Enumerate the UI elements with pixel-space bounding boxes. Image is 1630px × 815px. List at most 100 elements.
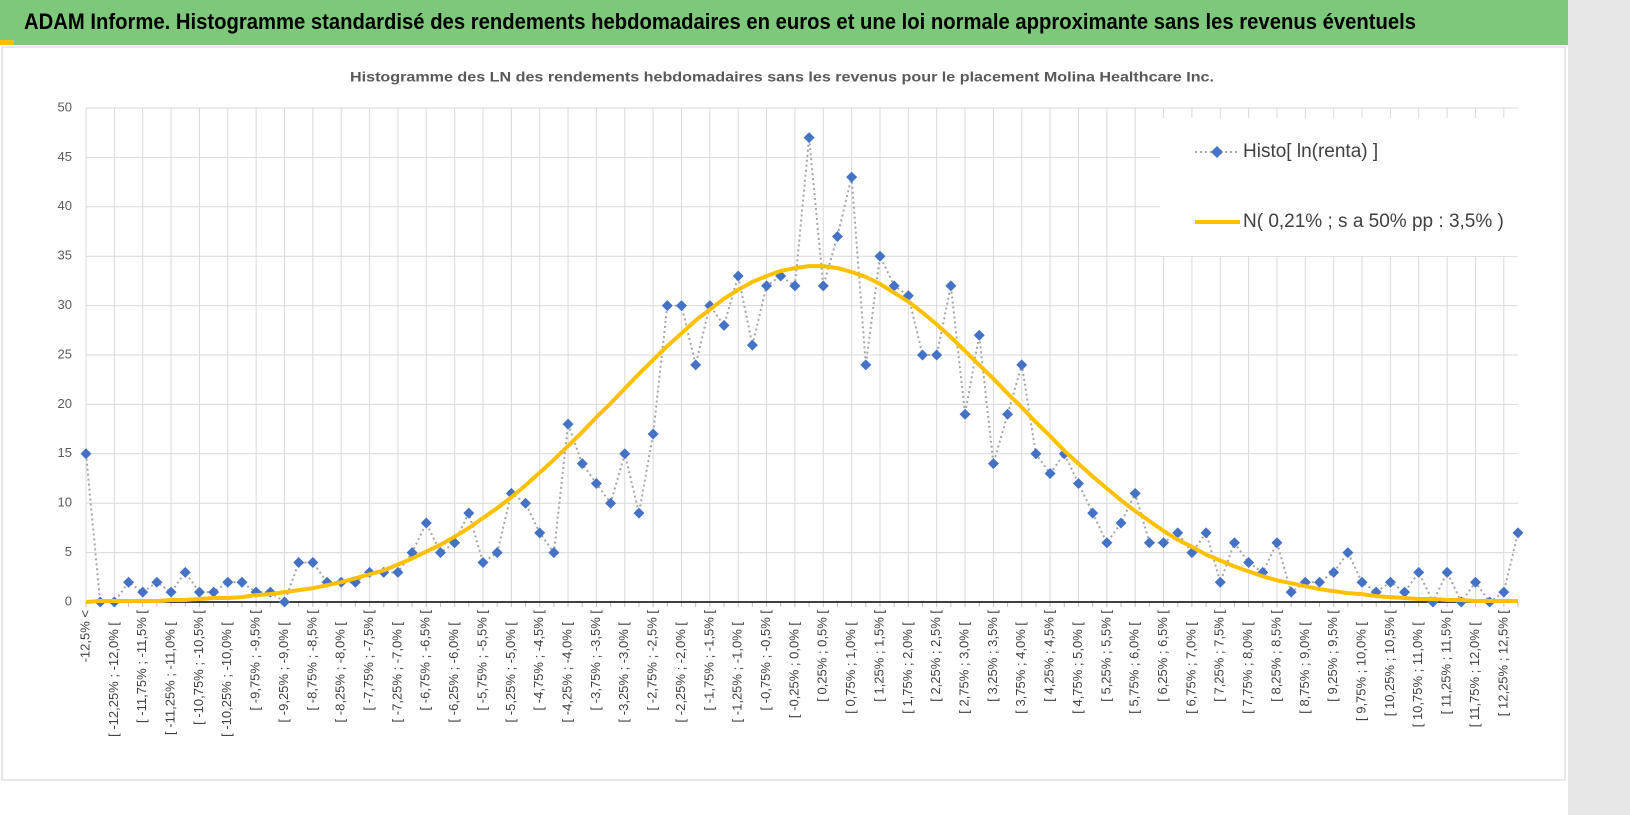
x-tick-label: [ 0,75% ; 1,0% [ [843, 622, 858, 714]
chart-frame [1, 46, 1566, 781]
marker [874, 250, 886, 262]
x-tick-label: [ 1,75% ; 2,0% [ [900, 622, 915, 714]
marker [803, 132, 815, 144]
marker [973, 329, 985, 341]
marker [789, 280, 801, 292]
x-tick-label: [ -5,25% ; -5,0% [ [503, 622, 518, 723]
x-tick-label: [ 5,25% ; 5,5% [ [1098, 610, 1113, 702]
marker [1072, 477, 1084, 489]
marker [1016, 359, 1028, 371]
marker [236, 576, 248, 588]
marker [1384, 576, 1396, 588]
x-tick-label: [ 5,75% ; 6,0% [ [1127, 622, 1142, 714]
marker [1441, 566, 1453, 578]
x-tick-label: [ 7,75% ; 8,0% [ [1240, 622, 1255, 714]
y-tick-label: 10 [58, 495, 72, 510]
y-tick-label: 45 [58, 149, 72, 164]
x-tick-label: [ 6,25% ; 6,5% [ [1155, 610, 1170, 702]
y-tick-label: 50 [58, 99, 72, 114]
x-tick-label: [ 2,75% ; 3,0% [ [956, 622, 971, 714]
marker [80, 448, 92, 460]
legend-marker [1211, 146, 1223, 158]
y-tick-label: 0 [65, 593, 72, 608]
marker [1413, 566, 1425, 578]
x-tick-label: [ 3,25% ; 3,5% [ [985, 610, 1000, 702]
marker [590, 477, 602, 489]
marker [222, 576, 234, 588]
marker [208, 586, 220, 598]
marker [179, 566, 191, 578]
marker [1002, 408, 1014, 420]
marker [1399, 586, 1411, 598]
x-tick-label: [ 10,25% ; 10,5% [ [1382, 610, 1397, 717]
normal-curve [85, 264, 1518, 604]
marker [860, 359, 872, 371]
marker [718, 319, 730, 331]
x-tick-label: [ -6,75% ; -6,5% [ [418, 610, 433, 711]
marker [619, 448, 631, 460]
marker [831, 230, 843, 242]
marker [278, 596, 290, 608]
legend-label: Histo[ ln(renta) ] [1243, 141, 1378, 162]
y-tick-label: 5 [65, 544, 72, 559]
y-tick-label: 15 [58, 445, 72, 460]
x-tick-label: [ -7,25% ; -7,0% [ [389, 622, 404, 723]
marker [987, 458, 999, 470]
marker [945, 280, 957, 292]
marker [491, 547, 503, 559]
x-tick-label: [ -6,25% ; -6,0% [ [446, 622, 461, 723]
x-tick-label: [ 11,25% ; 11,5% [ [1439, 610, 1454, 715]
marker [1158, 537, 1170, 549]
marker [746, 339, 758, 351]
marker [477, 556, 489, 568]
x-tick-label: [ -4,75% ; -4,5% [ [531, 610, 546, 711]
marker [1143, 537, 1155, 549]
page-title: ADAM Informe. Histogramme standardisé de… [24, 9, 1416, 34]
marker [520, 497, 532, 509]
marker [690, 359, 702, 371]
x-tick-label: [ 9,25% ; 9,5% [ [1325, 610, 1340, 702]
marker [1498, 586, 1510, 598]
marker [534, 527, 546, 539]
banner-accent [0, 40, 14, 45]
x-tick-label: [ -0,75% ; -0,5% [ [758, 610, 773, 711]
marker [293, 556, 305, 568]
marker [548, 547, 560, 559]
marker [562, 418, 574, 430]
marker [675, 300, 687, 312]
marker [307, 556, 319, 568]
x-tick-label: [ 7,25% ; 7,5% [ [1212, 610, 1227, 702]
marker [917, 349, 929, 361]
marker [463, 507, 475, 519]
x-tick-label: [ 0,25% ; 0,5% [ [815, 610, 830, 702]
y-tick-label: 35 [58, 248, 72, 263]
marker [931, 349, 943, 361]
x-tick-label: [ -8,25% ; -8,0% [ [333, 622, 348, 723]
x-tick-label: [ -10,75% ; -10,5% [ [191, 610, 206, 725]
x-tick-label: [ -11,75% ; -11,5% [ [134, 610, 149, 723]
marker [123, 576, 135, 588]
x-tick-label: [ 12,25% ; 12,5% [ [1495, 610, 1510, 717]
marker [1228, 537, 1240, 549]
x-tick-label: [ -1,25% ; -1,0% [ [730, 622, 745, 723]
x-tick-label: [ 11,75% ; 12,0% [ [1467, 622, 1482, 728]
marker [392, 566, 404, 578]
x-tick-label: [ 1,25% ; 1,5% [ [871, 610, 886, 702]
marker [846, 171, 858, 183]
y-tick-label: 25 [58, 346, 72, 361]
marker [1200, 527, 1212, 539]
marker [605, 497, 617, 509]
marker [633, 507, 645, 519]
marker [1342, 547, 1354, 559]
x-tick-label: [ 6,75% ; 7,0% [ [1183, 622, 1198, 714]
marker [193, 586, 205, 598]
marker [576, 458, 588, 470]
marker [1356, 576, 1368, 588]
marker [1243, 556, 1255, 568]
marker [505, 487, 517, 499]
legend-label: N( 0,21% ; s a 50% pp : 3,5% ) [1243, 211, 1504, 232]
marker [1285, 586, 1297, 598]
banner [0, 0, 1568, 45]
marker [1129, 487, 1141, 499]
